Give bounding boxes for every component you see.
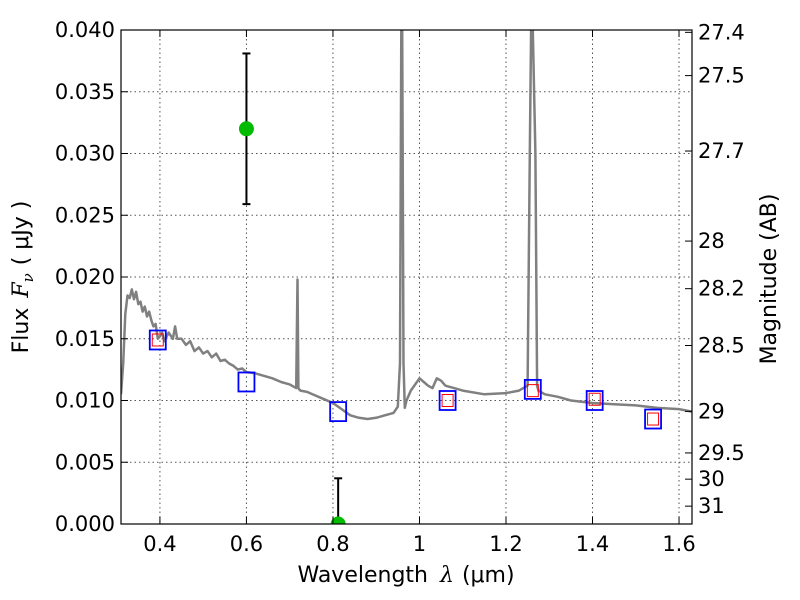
observed-photometry-point xyxy=(647,412,660,426)
y2-tick-label: 27.5 xyxy=(698,64,745,88)
y2-tick-label: 27.4 xyxy=(698,20,745,44)
y2-tick-label: 30 xyxy=(698,467,725,491)
y-tick-label: 0.035 xyxy=(55,80,115,104)
y-tick-label: 0.020 xyxy=(55,265,115,289)
y2-tick-label: 28.2 xyxy=(698,277,745,301)
observed-photometry-point xyxy=(151,333,164,347)
model-photometry-point xyxy=(585,390,604,411)
y-tick-label: 0.000 xyxy=(55,512,115,536)
y2-axis-title: Magnitude (AB) xyxy=(757,194,782,365)
y2-tick-label: 29 xyxy=(698,399,725,423)
y-tick-label: 0.040 xyxy=(55,18,115,42)
spectrum-line xyxy=(121,30,692,421)
model-photometry-point xyxy=(644,408,662,430)
detection-point xyxy=(330,516,346,524)
x-tick-label: 0.6 xyxy=(230,532,263,556)
y-tick-label: 0.025 xyxy=(55,203,115,227)
y2-tick-label: 28.5 xyxy=(698,333,745,357)
model-photometry-point xyxy=(237,371,256,393)
observed-photometry-point xyxy=(441,394,454,407)
model-photometry-point xyxy=(148,329,167,351)
model-photometry-point xyxy=(523,378,542,400)
y2-tick-label: 28 xyxy=(698,229,725,253)
y2-tick-label: 31 xyxy=(698,494,725,518)
detection-point xyxy=(238,121,254,137)
observed-photometry-point xyxy=(526,384,539,398)
plot-area xyxy=(121,30,692,524)
x-axis-title: Wavelength λ (μm) xyxy=(297,563,514,588)
x-tick-label: 0.4 xyxy=(143,532,176,556)
model-photometry-point xyxy=(329,401,348,423)
axes: 0.4 0.6 0.8 1 1.2 1.4 1.6 0.000 0.005 0.010 0.015 0… xyxy=(55,18,745,556)
y-tick-label: 0.015 xyxy=(55,327,115,351)
grid xyxy=(121,29,692,525)
observed-photometry-point xyxy=(588,392,601,406)
x-tick-label: 1 xyxy=(413,532,426,556)
y2-tick-label: 27.7 xyxy=(698,139,745,163)
y-tick-label: 0.005 xyxy=(55,450,115,474)
y-tick-label: 0.030 xyxy=(55,142,115,166)
x-tick-label: 1.4 xyxy=(576,532,609,556)
y-tick-label: 0.010 xyxy=(55,389,115,413)
y-axis-title: FluxFν( μJy ) xyxy=(9,201,37,354)
y2-tick-label: 29.5 xyxy=(698,441,745,465)
x-tick-label: 0.8 xyxy=(316,532,349,556)
x-tick-label: 1.2 xyxy=(489,532,522,556)
model-photometry-point xyxy=(438,390,457,411)
x-tick-label: 1.6 xyxy=(662,532,695,556)
